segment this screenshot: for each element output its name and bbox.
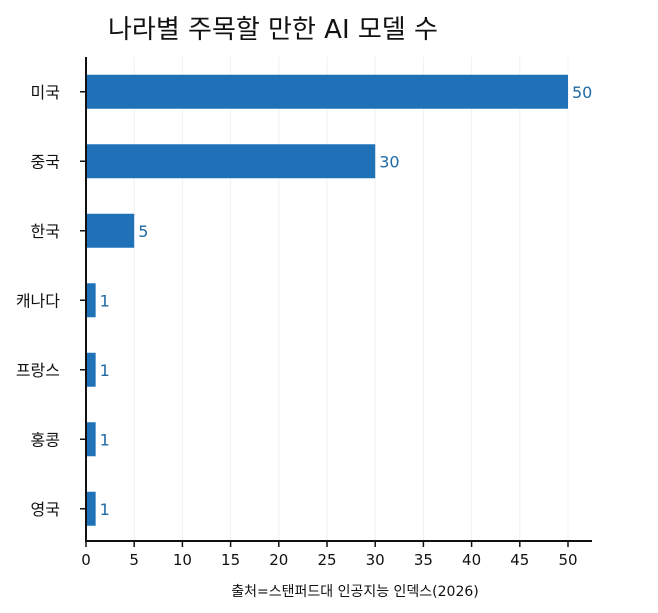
bar [86,74,568,109]
bar [86,491,96,526]
bar [86,213,135,248]
x-tick-label: 0 [81,551,91,569]
y-tick-label: 영국 [31,500,60,519]
x-axis-label: 출처=스탠퍼드대 인공지능 인덱스(2026) [231,584,479,600]
y-tick-label: 프랑스 [16,361,60,380]
chart-title: 나라별 주목할 만한 AI 모델 수 [108,15,438,45]
x-tick-label: 25 [317,551,336,569]
data-label: 1 [100,430,110,449]
bar [86,422,96,457]
data-label: 5 [138,222,148,241]
x-tick-label: 45 [510,551,529,569]
x-tick-label: 10 [173,551,192,569]
bar [86,352,96,387]
y-tick-label: 홍콩 [31,430,60,449]
x-tick-label: 20 [269,551,288,569]
data-label: 1 [100,500,110,519]
y-tick-label: 캐나다 [16,291,60,310]
x-tick-label: 50 [558,551,577,569]
y-tick-label: 중국 [31,152,60,171]
data-label: 1 [100,291,110,310]
data-label: 1 [100,361,110,380]
data-label: 50 [572,83,592,102]
x-tick-label: 15 [221,551,240,569]
x-tick-label: 35 [414,551,433,569]
x-tick-label: 5 [129,551,139,569]
x-tick-label: 30 [366,551,385,569]
bar [86,144,376,179]
y-tick-label: 미국 [31,83,60,102]
y-tick-label: 한국 [31,222,60,241]
bar [86,283,96,318]
data-label: 30 [379,152,399,171]
x-tick-label: 40 [462,551,481,569]
